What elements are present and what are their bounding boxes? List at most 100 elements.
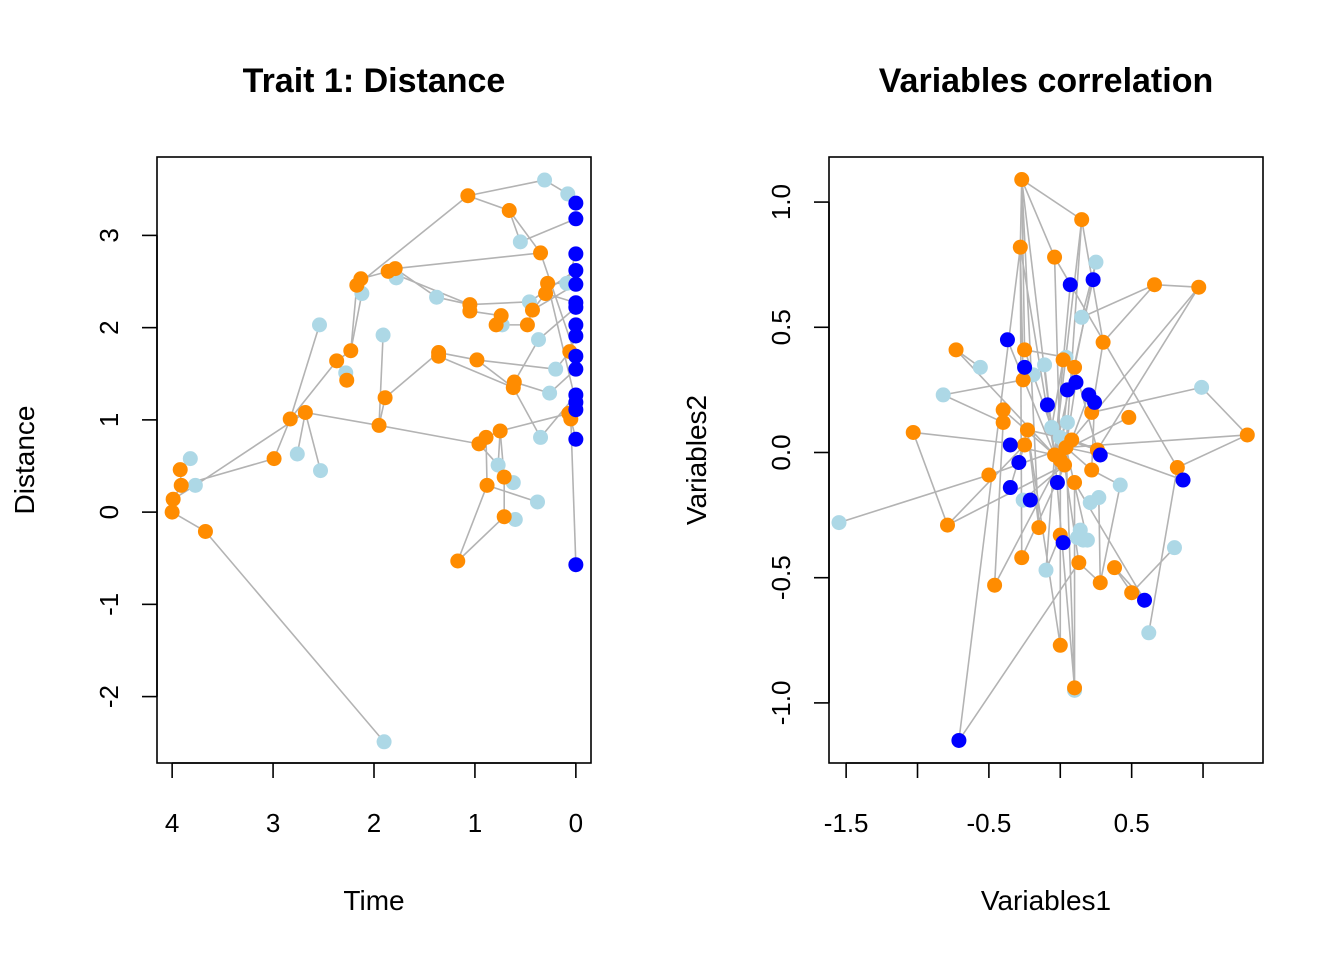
tip-point xyxy=(1002,437,1018,453)
node-point xyxy=(377,390,393,406)
edge-line xyxy=(1131,547,1176,594)
x-tick-label: 1 xyxy=(468,808,482,838)
ancestor-point xyxy=(1059,414,1075,430)
node-point xyxy=(987,577,1003,593)
tip-point xyxy=(999,332,1015,348)
y-axis-label-distance: Distance xyxy=(9,406,40,515)
ancestor-point xyxy=(542,385,558,401)
ancestor-point xyxy=(531,332,547,348)
x-tick-label: 4 xyxy=(165,808,179,838)
edge-line xyxy=(1081,283,1155,318)
ancestor-point xyxy=(1038,562,1054,578)
ancestor-point xyxy=(533,429,549,445)
edge-line xyxy=(469,301,530,306)
x-axis-label-correlation: Variables1 xyxy=(981,885,1111,916)
tip-point xyxy=(1085,272,1101,288)
node-point xyxy=(1047,249,1063,265)
points-distance xyxy=(164,172,584,750)
edge-line xyxy=(1006,339,1056,456)
node-point xyxy=(450,553,466,569)
tip-point xyxy=(568,361,584,377)
x-axis-distance: 4 3 2 1 0 xyxy=(165,762,583,838)
plot-frame-correlation xyxy=(828,156,1264,764)
edge-line xyxy=(476,359,556,370)
node-point xyxy=(1015,372,1031,388)
node-point xyxy=(1191,279,1207,295)
tip-point xyxy=(1175,472,1191,488)
edge-line xyxy=(395,252,541,270)
node-point xyxy=(469,352,485,368)
tip-point xyxy=(568,262,584,278)
node-point xyxy=(173,477,189,493)
node-point xyxy=(524,302,540,318)
ancestor-point xyxy=(1037,357,1053,373)
node-point xyxy=(488,317,504,333)
plot-frame-distance xyxy=(156,156,592,764)
edge-line xyxy=(513,339,540,383)
ancestor-point xyxy=(1194,379,1210,395)
edge-line xyxy=(946,444,1026,526)
ancestor-point xyxy=(376,734,392,750)
ancestor-point xyxy=(935,387,951,403)
ancestor-point xyxy=(530,494,546,510)
node-point xyxy=(981,467,997,483)
node-point xyxy=(266,451,282,467)
node-point xyxy=(1019,422,1035,438)
node-point xyxy=(496,509,512,525)
ancestor-point xyxy=(831,515,847,531)
node-point xyxy=(387,261,403,277)
node-point xyxy=(1095,334,1111,350)
node-point xyxy=(1107,560,1123,576)
edge-line xyxy=(1096,286,1200,451)
y-tick-label: -1.0 xyxy=(766,680,796,725)
node-point xyxy=(431,348,447,364)
ancestor-point xyxy=(537,172,553,188)
node-point xyxy=(164,504,180,520)
tip-point xyxy=(1049,475,1065,491)
tip-point xyxy=(568,557,584,573)
node-point xyxy=(1067,359,1083,375)
node-point xyxy=(478,429,494,445)
ancestor-point xyxy=(972,359,988,375)
x-tick-label: -1.5 xyxy=(824,808,869,838)
ancestor-point xyxy=(289,446,305,462)
edge-line xyxy=(1050,359,1064,428)
node-point xyxy=(460,188,476,204)
node-point xyxy=(1124,585,1140,601)
ancestor-point xyxy=(1112,477,1128,493)
node-point xyxy=(939,517,955,533)
ancestor-point xyxy=(375,327,391,343)
node-point xyxy=(1147,277,1162,293)
edge-line xyxy=(1021,178,1083,221)
edges-correlation xyxy=(838,178,1248,741)
edge-line xyxy=(356,195,469,286)
edge-line xyxy=(943,379,1024,396)
edge-line xyxy=(457,485,488,562)
edge-line xyxy=(508,210,542,254)
node-point xyxy=(533,245,549,261)
edge-line xyxy=(993,459,1061,586)
ancestor-point xyxy=(490,457,506,473)
x-axis-label-distance: Time xyxy=(343,885,404,916)
tip-point xyxy=(1011,455,1027,471)
edges-distance xyxy=(171,179,577,743)
edge-line xyxy=(1065,447,1076,691)
node-point xyxy=(1017,437,1033,453)
y-tick-label: -0.5 xyxy=(766,555,796,600)
y-axis-label-correlation: Variables2 xyxy=(681,395,712,525)
edge-line xyxy=(958,247,1022,741)
chart-title-distance: Trait 1: Distance xyxy=(243,62,506,100)
edge-line xyxy=(486,484,538,503)
edge-line xyxy=(438,355,514,389)
tip-point xyxy=(568,195,584,211)
ancestor-point xyxy=(512,234,528,250)
node-point xyxy=(1057,457,1073,473)
tip-point xyxy=(1055,535,1071,551)
ancestor-point xyxy=(1079,532,1095,548)
tip-point xyxy=(1062,277,1078,293)
edge-line xyxy=(1148,467,1179,633)
y-tick-label: -2 xyxy=(94,685,124,708)
y-tick-label: 0 xyxy=(94,505,124,519)
edge-line xyxy=(384,351,440,399)
tip-point xyxy=(1017,359,1033,375)
